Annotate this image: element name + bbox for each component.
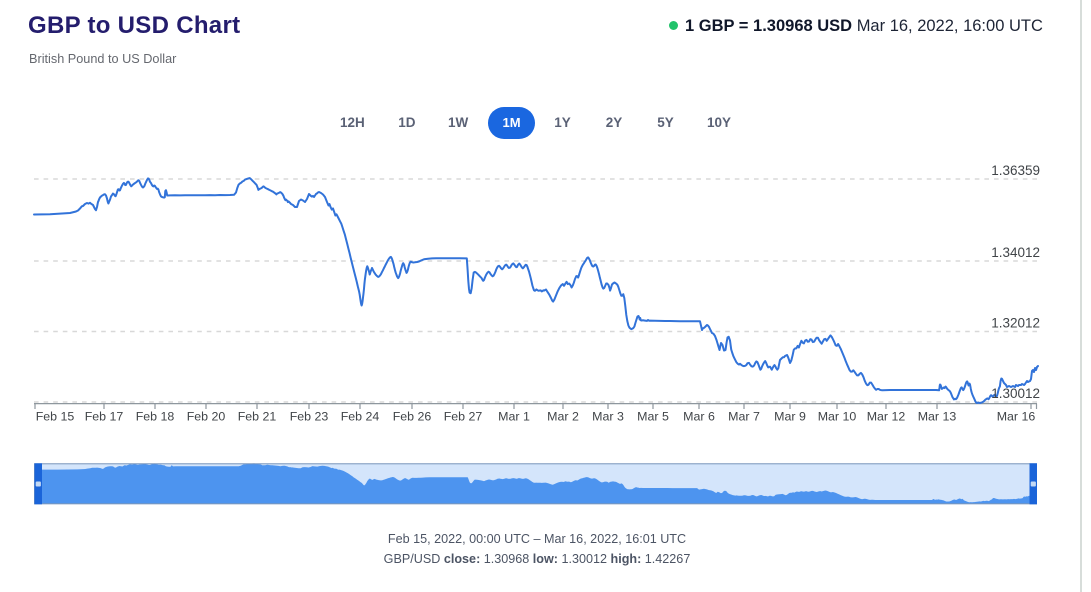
svg-text:1.30012: 1.30012 xyxy=(991,386,1040,401)
svg-text:Feb 21: Feb 21 xyxy=(238,410,277,424)
svg-text:Mar 13: Mar 13 xyxy=(918,410,957,424)
svg-text:Feb 18: Feb 18 xyxy=(136,410,175,424)
svg-text:Mar 10: Mar 10 xyxy=(818,410,857,424)
svg-text:Feb 15: Feb 15 xyxy=(36,410,75,424)
svg-text:Mar 3: Mar 3 xyxy=(592,410,624,424)
svg-text:Feb 23: Feb 23 xyxy=(290,410,329,424)
svg-text:Mar 12: Mar 12 xyxy=(867,410,906,424)
svg-text:Feb 17: Feb 17 xyxy=(85,410,124,424)
svg-text:Feb 26: Feb 26 xyxy=(393,410,432,424)
svg-text:Mar 6: Mar 6 xyxy=(683,410,715,424)
svg-text:Mar 9: Mar 9 xyxy=(774,410,806,424)
svg-text:Feb 24: Feb 24 xyxy=(341,410,380,424)
svg-text:Mar 2: Mar 2 xyxy=(547,410,579,424)
svg-text:1.36359: 1.36359 xyxy=(991,163,1040,178)
svg-text:Mar 7: Mar 7 xyxy=(728,410,760,424)
svg-text:Mar 5: Mar 5 xyxy=(637,410,669,424)
svg-text:Mar 1: Mar 1 xyxy=(498,410,530,424)
svg-text:1.32012: 1.32012 xyxy=(991,315,1040,330)
svg-text:Feb 20: Feb 20 xyxy=(187,410,226,424)
svg-text:1.34012: 1.34012 xyxy=(991,245,1040,260)
svg-text:Mar 16: Mar 16 xyxy=(997,410,1036,424)
svg-text:Feb 27: Feb 27 xyxy=(444,410,483,424)
